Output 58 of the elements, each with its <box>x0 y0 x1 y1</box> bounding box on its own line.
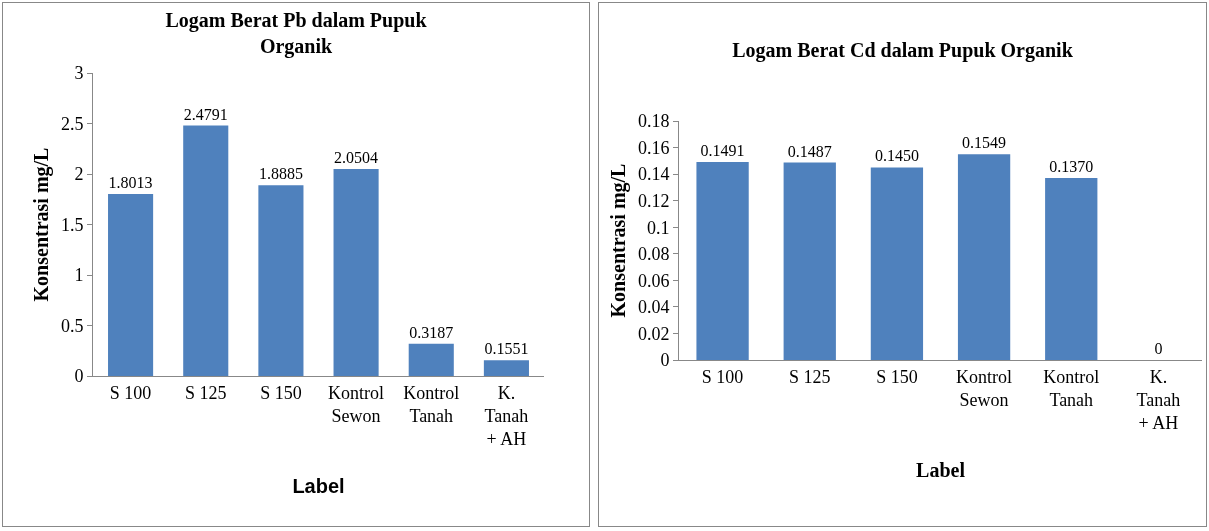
data-label: 2.4791 <box>183 105 228 123</box>
bar <box>258 185 304 376</box>
y-tick-label: 1.5 <box>60 214 84 235</box>
x-tick-label: S 100 <box>109 382 152 403</box>
x-tick-label: S 150 <box>260 382 302 403</box>
chart-title: Logam Berat Cd dalam Pupuk Organik <box>732 39 1074 62</box>
data-label: 0.1487 <box>787 142 832 160</box>
data-label: 0.1450 <box>874 147 919 165</box>
y-axis-title: Konsentrasi mg/L <box>30 147 54 302</box>
data-label: 0.3187 <box>409 323 454 341</box>
y-axis-title: Konsentrasi mg/L <box>607 163 631 318</box>
y-tick-label: 2.5 <box>60 113 84 134</box>
bar <box>108 194 154 376</box>
x-tick-label: K. Tanah + AH <box>1136 366 1181 434</box>
x-tick-label: Kontrol Tanah <box>403 382 460 426</box>
bar <box>1045 178 1098 360</box>
data-label: 0.1491 <box>700 142 745 160</box>
bar <box>183 125 229 376</box>
y-tick-label: 0.18 <box>637 111 670 132</box>
x-axis-title: Label <box>916 458 966 481</box>
y-tick-label: 0.14 <box>637 164 670 185</box>
y-tick-label: 0 <box>74 366 84 387</box>
y-tick-label: 0.16 <box>637 137 670 158</box>
x-tick-label: S 100 <box>701 366 744 387</box>
bar <box>870 167 924 360</box>
chart-title: Logam Berat Pb dalam Pupuk Organik <box>165 9 428 58</box>
y-tick-label: 0.04 <box>637 297 670 318</box>
bar <box>408 343 454 376</box>
x-tick-label: S 125 <box>788 366 831 387</box>
data-label: 1.8013 <box>108 174 153 192</box>
data-label: 0.1549 <box>962 134 1007 152</box>
data-label: 2.0504 <box>334 148 379 166</box>
y-tick-label: 0.1 <box>646 217 670 238</box>
y-tick-label: 2 <box>74 164 84 185</box>
x-tick-label: S 125 <box>184 382 227 403</box>
x-tick-label: K. Tanah + AH <box>484 382 529 450</box>
y-tick-label: 1 <box>74 265 84 286</box>
x-tick-label: S 150 <box>876 366 918 387</box>
bar <box>333 168 379 376</box>
bar <box>957 154 1011 360</box>
y-tick-label: 0.06 <box>637 270 670 291</box>
data-label: 0.1551 <box>484 340 529 358</box>
x-axis-title: Label <box>292 474 345 497</box>
data-label: 0 <box>1154 340 1163 357</box>
y-tick-label: 0.12 <box>637 190 670 211</box>
x-tick-label: Kontrol Sewon <box>328 382 385 426</box>
y-tick-label: 0 <box>660 350 670 371</box>
y-tick-label: 3 <box>74 63 84 84</box>
x-tick-label: Kontrol Sewon <box>956 366 1013 410</box>
x-tick-label: Kontrol Tanah <box>1043 366 1100 410</box>
data-label: 1.8885 <box>258 165 303 183</box>
y-tick-label: 0.08 <box>637 244 670 265</box>
y-tick-label: 0.5 <box>60 315 84 336</box>
data-label: 0.1370 <box>1049 158 1094 176</box>
y-tick-label: 0.02 <box>637 323 670 344</box>
bar <box>783 162 836 360</box>
bar <box>483 360 529 376</box>
bar <box>696 162 749 360</box>
